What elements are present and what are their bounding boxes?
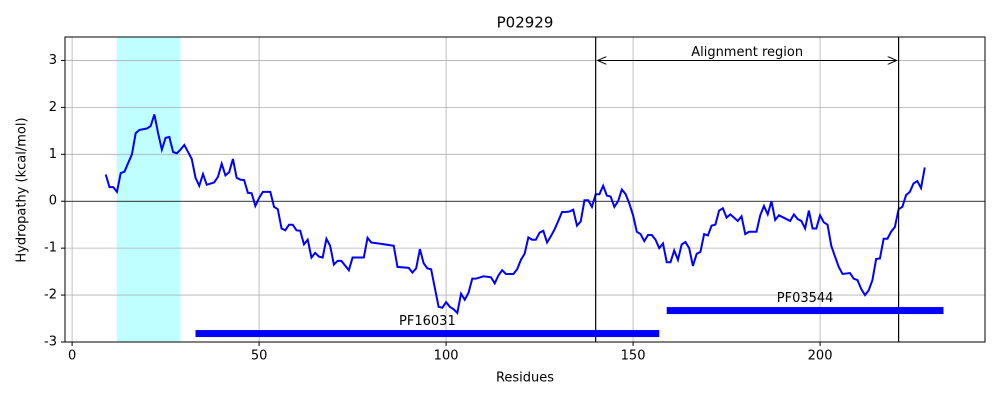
y-tick-label: -2 (44, 288, 57, 303)
y-tick-label: -3 (44, 335, 57, 350)
domain-bar (666, 307, 944, 315)
chart-title: P02929 (497, 14, 554, 32)
domain-label: PF16031 (399, 314, 456, 329)
x-tick-label: 200 (808, 349, 833, 364)
x-axis-label: Residues (496, 371, 554, 386)
x-tick-label: 0 (68, 349, 76, 364)
domain-bar (195, 330, 660, 338)
domain-label: PF03544 (777, 291, 834, 306)
y-tick-label: 0 (49, 194, 57, 209)
y-tick-label: -1 (44, 241, 57, 256)
x-tick-label: 50 (251, 349, 268, 364)
arrow-label: Alignment region (691, 45, 803, 60)
highlight-span (116, 37, 181, 342)
hydropathy-line (104, 114, 926, 315)
y-axis-label: Hydropathy (kcal/mol) (15, 117, 30, 262)
x-tick-label: 100 (434, 349, 459, 364)
y-tick-label: 3 (49, 53, 57, 68)
y-tick-label: 1 (49, 147, 57, 162)
x-tick-label: 150 (621, 349, 646, 364)
axes-frame (64, 36, 986, 343)
y-tick-label: 2 (49, 100, 57, 115)
